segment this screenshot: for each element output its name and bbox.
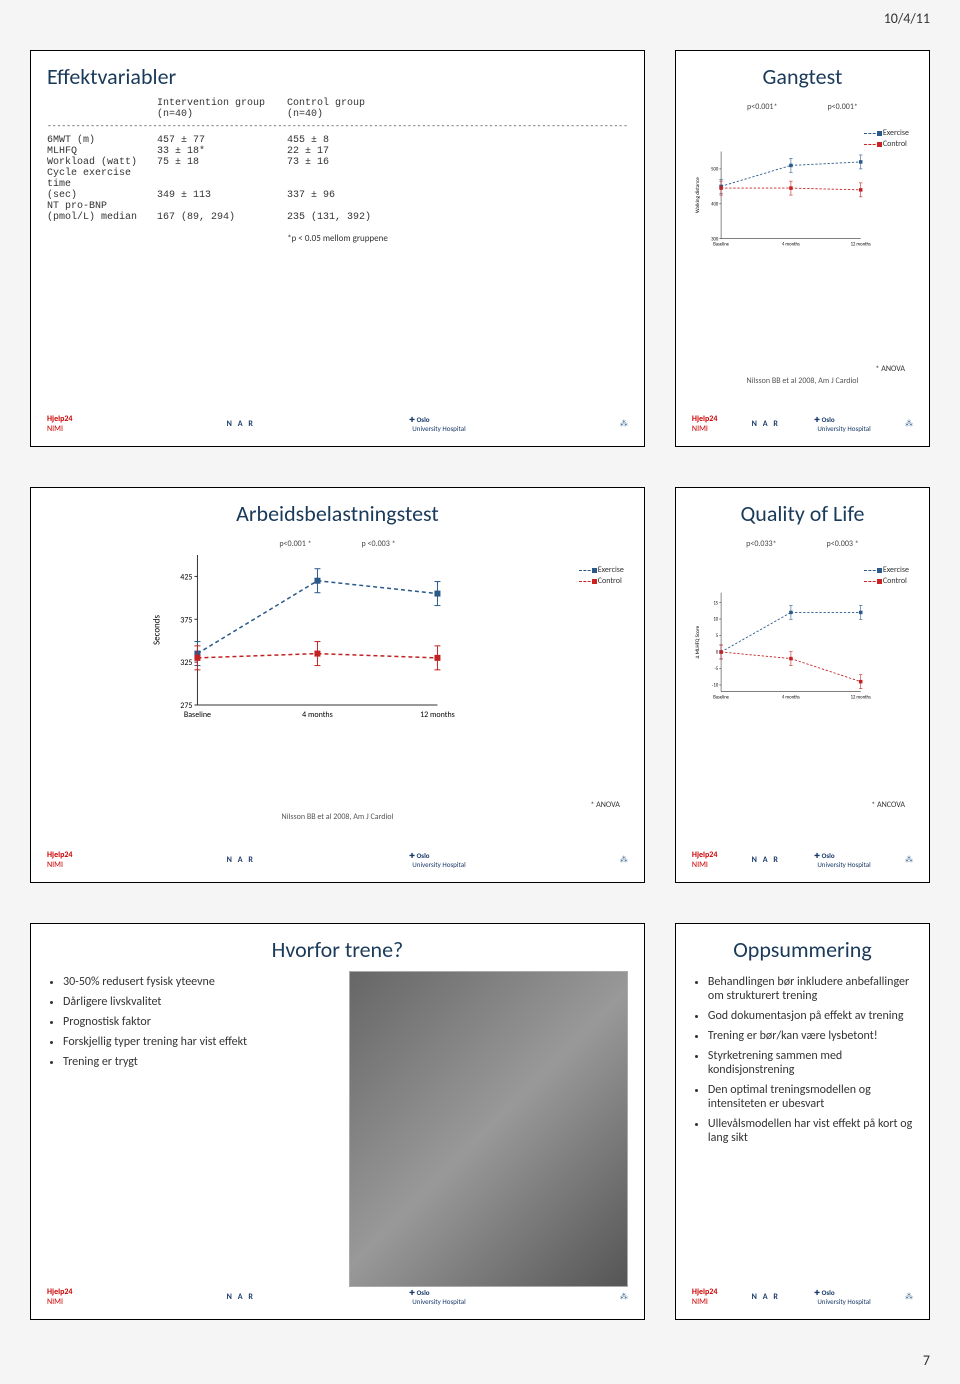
slide-arbeidsbelastningstest: Arbeidsbelastningstest p<0.001 *p <0.003… <box>30 487 645 884</box>
footer-logos: Hjelp24NIMI N A R ✚ Oslo University Hosp… <box>47 414 628 434</box>
th <box>47 98 157 120</box>
bullet-item: God dokumentasjon på effekt av trening <box>708 1009 913 1023</box>
chart-legend: Exercise Control <box>864 128 909 150</box>
slide-oppsummering: Oppsummering Behandlingen bør inkludere … <box>675 923 930 1320</box>
footer-logos: Hjelp24NIMI N A R ✚ Oslo University Hosp… <box>47 850 628 870</box>
svg-text:325: 325 <box>180 658 192 668</box>
footer-logos: Hjelp24NIMI N A R ✚ Oslo University Hosp… <box>692 1287 913 1307</box>
bullet-item: Styrketrening sammen med kondisjonstreni… <box>708 1049 913 1077</box>
slide-qol: Quality of Life p<0.033*p<0.003 * Exerci… <box>675 487 930 884</box>
slide-gangtest: Gangtest p<0.001*p<0.001* Exercise Contr… <box>675 50 930 447</box>
bullet-item: Trening er bør/kan være lysbetont! <box>708 1029 913 1043</box>
bullet-item: Prognostisk faktor <box>63 1015 339 1029</box>
svg-text:Baseline: Baseline <box>184 710 211 720</box>
divider: ----------------------------------------… <box>47 122 628 131</box>
slide-effektvariabler: Effektvariabler Intervention group (n=40… <box>30 50 645 447</box>
svg-text:0: 0 <box>716 650 719 655</box>
svg-text:4 months: 4 months <box>782 243 800 248</box>
bullet-item: 30-50% redusert fysisk yteevne <box>63 975 339 989</box>
page-number: 7 <box>923 1352 930 1369</box>
svg-text:12 months: 12 months <box>420 710 455 720</box>
slide-title: Arbeidsbelastningstest <box>47 500 628 527</box>
svg-text:4 months: 4 months <box>782 695 800 700</box>
svg-text:425: 425 <box>180 572 192 582</box>
th: Intervention group (n=40) <box>157 98 287 120</box>
slide-title: Hvorfor trene? <box>47 936 628 963</box>
anova-note: * ANOVA <box>875 364 905 374</box>
svg-text:10: 10 <box>713 617 718 622</box>
svg-text:Seconds: Seconds <box>151 614 162 645</box>
chart-citation: Nilsson BB et al 2008, Am J Cardiol <box>692 376 913 386</box>
slide-title: Effektvariabler <box>47 63 628 90</box>
svg-text:300: 300 <box>711 237 719 242</box>
chart-qol: p<0.033*p<0.003 * Exercise Control 15105… <box>692 535 913 851</box>
bullet-item: Dårligere livskvalitet <box>63 995 339 1009</box>
svg-text:375: 375 <box>180 615 192 625</box>
svg-text:Δ MLHFQ Score: Δ MLHFQ Score <box>695 625 701 658</box>
svg-text:Baseline: Baseline <box>713 243 729 248</box>
anova-note: * ANOVA <box>590 800 620 810</box>
svg-text:-10: -10 <box>712 683 719 688</box>
chart-legend: Exercise Control <box>579 565 624 587</box>
svg-text:500: 500 <box>711 168 719 173</box>
bullet-item: Trening er trygt <box>63 1055 339 1069</box>
svg-text:12 months: 12 months <box>851 695 871 700</box>
slide-title: Gangtest <box>692 63 913 90</box>
effekt-footnote: *p < 0.05 mellom gruppene <box>47 233 628 244</box>
chart-citation: Nilsson BB et al 2008, Am J Cardiol <box>47 812 628 822</box>
footer-logos: Hjelp24NIMI N A R ✚ Oslo University Hosp… <box>692 414 913 434</box>
chart-arbeid: p<0.001 *p <0.003 * Exercise Control 425… <box>47 535 628 851</box>
slide-title: Oppsummering <box>692 936 913 963</box>
footer-logos: Hjelp24NIMI N A R ✚ Oslo University Hosp… <box>692 850 913 870</box>
image-placeholder <box>349 971 627 1287</box>
svg-text:400: 400 <box>711 203 719 208</box>
page-date: 10/4/11 <box>884 10 930 27</box>
footer-logos: Hjelp24NIMI N A R ✚ Oslo University Hosp… <box>47 1287 628 1307</box>
svg-text:12 months: 12 months <box>851 243 871 248</box>
slide-hvorfor: Hvorfor trene? 30-50% redusert fysisk yt… <box>30 923 645 1320</box>
svg-text:Baseline: Baseline <box>713 695 729 700</box>
bullet-item: Forskjellig typer trening har vist effek… <box>63 1035 339 1049</box>
svg-text:15: 15 <box>713 601 718 606</box>
chart-gangtest: p<0.001*p<0.001* Exercise Control 500400… <box>692 98 913 414</box>
bullet-item: Behandlingen bør inkludere anbefallinger… <box>708 975 913 1003</box>
bullet-list: 30-50% redusert fysisk yteevne Dårligere … <box>47 975 339 1287</box>
slide-title: Quality of Life <box>692 500 913 527</box>
th: Control group (n=40) <box>287 98 407 120</box>
svg-text:5: 5 <box>716 634 719 639</box>
svg-text:Walking distance: Walking distance <box>695 177 701 213</box>
anova-note: * ANCOVA <box>871 800 905 810</box>
effekt-table: Intervention group (n=40) Control group … <box>47 98 628 223</box>
bullet-list: Behandlingen bør inkludere anbefallinger… <box>692 975 913 1151</box>
bullet-item: Ullevålsmodellen har vist effekt på kort… <box>708 1117 913 1145</box>
bullet-item: Den optimal treningsmodellen og intensit… <box>708 1083 913 1111</box>
chart-legend: Exercise Control <box>864 565 909 587</box>
svg-text:4 months: 4 months <box>302 710 333 720</box>
svg-text:-5: -5 <box>714 667 718 672</box>
